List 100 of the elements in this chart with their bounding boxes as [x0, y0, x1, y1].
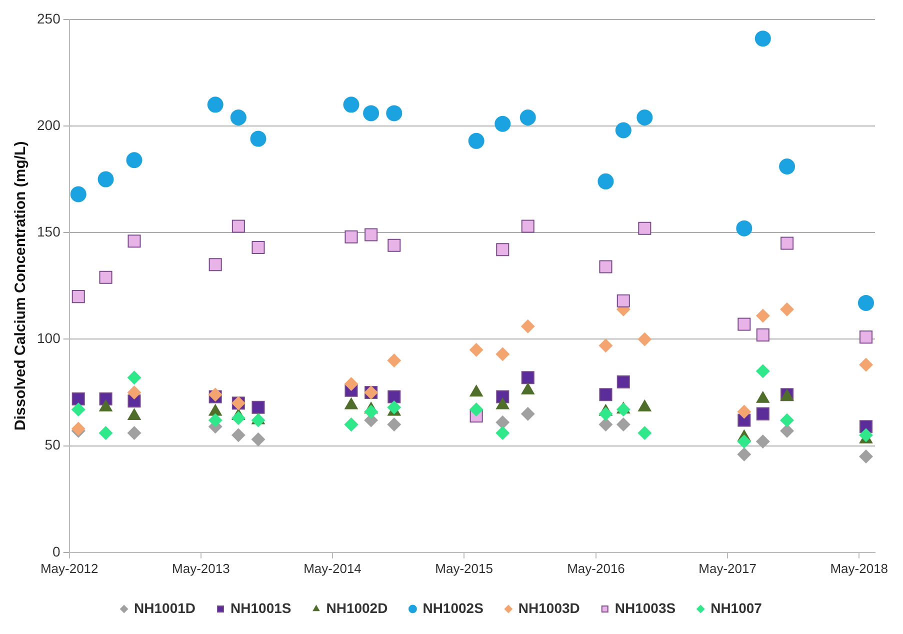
y-tick-label: 50 [44, 436, 61, 453]
point [598, 338, 613, 353]
y-axis-title: Dissolved Calcium Concentration (mg/L) [12, 141, 30, 431]
point [756, 407, 770, 420]
point [636, 109, 653, 126]
point [127, 386, 142, 400]
point [231, 411, 246, 426]
point [494, 116, 511, 132]
point [858, 358, 873, 372]
point [387, 354, 402, 368]
point [616, 417, 630, 432]
legend-label: NH1003S [614, 600, 676, 616]
y-tick-label: 150 [37, 223, 61, 240]
point [599, 388, 612, 402]
x-tick-label: May-2014 [304, 560, 362, 576]
legend-label: NH1001S [230, 600, 292, 616]
point [756, 364, 770, 378]
point [387, 400, 402, 414]
x-tick-label: May-2016 [567, 560, 625, 576]
point [364, 404, 378, 419]
point [638, 426, 652, 440]
y-tick-label: 100 [37, 330, 61, 346]
x-tick-label: May-2012 [40, 560, 98, 576]
point [469, 342, 484, 357]
point [72, 392, 85, 406]
legend-label: NH1001D [134, 600, 196, 616]
point [858, 449, 873, 464]
x-tick-label: May-2017 [698, 560, 756, 576]
point [387, 417, 402, 432]
point [344, 376, 358, 391]
point [737, 404, 752, 419]
point [737, 447, 752, 462]
legend-label: NH1007 [710, 600, 762, 616]
legend-label: NH1002S [422, 600, 484, 616]
point [251, 413, 266, 428]
point [756, 308, 770, 323]
y-tick-label: 0 [52, 543, 61, 560]
point [232, 220, 245, 233]
point [598, 417, 613, 432]
y-tick-label: 250 [37, 10, 61, 26]
point [364, 228, 378, 242]
point [737, 434, 752, 449]
point [780, 302, 794, 316]
point [251, 432, 266, 446]
point [598, 406, 613, 421]
point [520, 406, 535, 421]
point [736, 220, 752, 236]
point [520, 319, 535, 334]
point [388, 390, 401, 404]
point [638, 222, 652, 235]
point [99, 270, 112, 284]
legend-label: NH1003D [518, 600, 580, 616]
point [616, 294, 630, 308]
point [599, 260, 612, 274]
point [252, 400, 265, 414]
point [780, 424, 794, 438]
point [386, 105, 402, 122]
point [756, 328, 770, 342]
point [469, 402, 484, 417]
point [70, 186, 86, 202]
point [598, 173, 614, 190]
point [230, 109, 246, 126]
legend-label: NH1002D [326, 600, 388, 616]
point [250, 130, 266, 147]
point [344, 230, 358, 244]
x-tick-label: May-2015 [435, 560, 493, 576]
point [496, 415, 510, 430]
point [780, 236, 794, 250]
point [496, 243, 510, 256]
point [231, 428, 246, 442]
point [98, 171, 114, 188]
point [638, 332, 652, 346]
point [71, 402, 86, 417]
point [496, 347, 510, 362]
point [207, 96, 224, 113]
point [780, 413, 794, 428]
point [388, 238, 401, 252]
point [208, 258, 222, 272]
point [496, 426, 510, 440]
point [468, 132, 484, 149]
point [98, 426, 113, 440]
point [520, 109, 536, 126]
point [127, 426, 142, 440]
point [363, 105, 380, 122]
point [126, 152, 142, 168]
point [738, 318, 751, 331]
point [754, 30, 771, 47]
point [208, 413, 222, 428]
point [779, 158, 796, 175]
point [72, 290, 85, 304]
point [615, 122, 632, 138]
point [859, 330, 872, 344]
point [343, 96, 360, 113]
point [252, 241, 265, 254]
point [521, 371, 534, 384]
point [858, 428, 873, 442]
point [858, 294, 874, 311]
point [208, 388, 222, 402]
point [616, 375, 630, 388]
point [521, 220, 534, 233]
